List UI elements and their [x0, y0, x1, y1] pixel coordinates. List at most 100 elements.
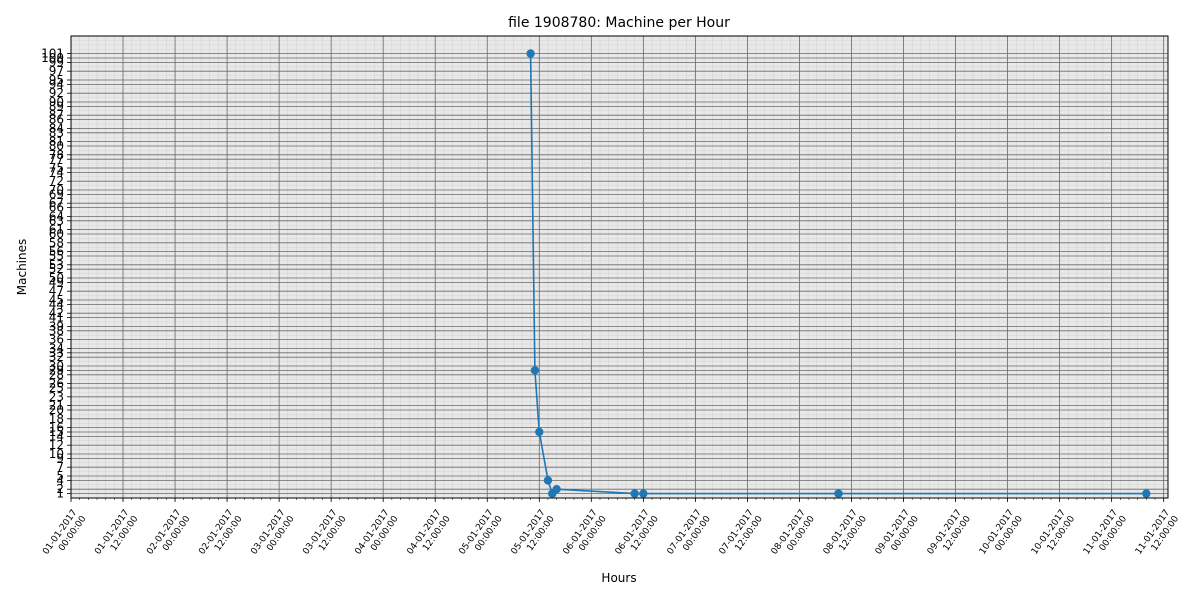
x-tick-label: 08-01-201712:00:00 — [822, 508, 869, 563]
y-tick-label: 10 — [49, 447, 64, 461]
y-tick-label: 42 — [49, 306, 64, 320]
data-point — [639, 489, 648, 498]
y-tick-label: 75 — [49, 161, 64, 175]
x-tick-label: 09-01-201700:00:00 — [874, 508, 921, 563]
y-tick-label: 72 — [49, 174, 64, 188]
y-tick-label: 28 — [49, 368, 64, 382]
x-axis-label: Hours — [601, 571, 636, 585]
y-tick-label: 4 — [56, 473, 64, 487]
x-tick-label: 11-01-201712:00:00 — [1134, 508, 1181, 563]
y-tick-label: 18 — [49, 412, 64, 426]
y-tick-label: 83 — [49, 126, 64, 140]
y-tick-label: 95 — [49, 73, 64, 87]
x-tick-label: 03-01-201712:00:00 — [301, 508, 348, 563]
y-tick-label: 100 — [41, 51, 64, 65]
x-tick-label: 02-01-201700:00:00 — [145, 508, 192, 563]
y-tick-label: 101 — [41, 47, 64, 61]
y-tick-label: 26 — [49, 377, 64, 391]
y-tick-label: 16 — [49, 421, 64, 435]
plot-area — [71, 36, 1168, 498]
y-tick-label: 84 — [49, 121, 64, 135]
data-point — [552, 485, 561, 494]
data-point — [526, 49, 535, 58]
data-point — [834, 489, 843, 498]
y-tick-label: 90 — [49, 95, 64, 109]
x-tick-label: 01-01-201712:00:00 — [93, 508, 140, 563]
y-tick-label: 55 — [49, 249, 64, 263]
y-tick-label: 66 — [49, 201, 64, 215]
x-tick-label: 02-01-201712:00:00 — [197, 508, 244, 563]
x-tick-label: 11-01-201700:00:00 — [1082, 508, 1129, 563]
grid — [70, 35, 1168, 499]
y-tick-label: 80 — [49, 139, 64, 153]
y-tick-label: 99 — [49, 55, 64, 69]
y-tick-label: 34 — [49, 341, 64, 355]
y-tick-label: 2 — [56, 482, 64, 496]
y-tick-label: 21 — [49, 399, 64, 413]
y-tick-label: 7 — [56, 460, 64, 474]
y-tick-label: 87 — [49, 108, 64, 122]
x-tick-label: 05-01-201712:00:00 — [510, 508, 557, 563]
y-tick-label: 30 — [49, 359, 64, 373]
y-tick-label: 97 — [49, 64, 64, 78]
data-point — [630, 489, 639, 498]
y-tick-label: 12 — [49, 438, 64, 452]
x-tick-label: 03-01-201700:00:00 — [249, 508, 296, 563]
y-tick-label: 50 — [49, 271, 64, 285]
y-tick-label: 47 — [49, 284, 64, 298]
data-point — [1142, 489, 1151, 498]
y-tick-label: 15 — [49, 425, 64, 439]
y-tick-label: 29 — [49, 363, 64, 377]
y-tick-label: 63 — [49, 214, 64, 228]
y-tick-label: 41 — [49, 311, 64, 325]
y-tick-label: 39 — [49, 319, 64, 333]
y-tick-label: 45 — [49, 293, 64, 307]
y-tick-label: 33 — [49, 346, 64, 360]
y-tick-label: 60 — [49, 227, 64, 241]
y-tick-label: 23 — [49, 390, 64, 404]
data-point — [535, 427, 544, 437]
x-tick-label: 10-01-201700:00:00 — [978, 508, 1025, 563]
y-tick-label: 36 — [49, 333, 64, 347]
y-tick-label: 56 — [49, 245, 64, 259]
y-tick-label: 49 — [49, 275, 64, 289]
y-tick-label: 77 — [49, 152, 64, 166]
y-tick-label: 32 — [49, 350, 64, 364]
plot-frame — [70, 35, 1169, 499]
y-tick-label: 70 — [49, 183, 64, 197]
y-tick-label: 52 — [49, 262, 64, 276]
x-tick-label: 07-01-201700:00:00 — [666, 508, 713, 563]
y-tick-label: 67 — [49, 196, 64, 210]
y-tick-label: 25 — [49, 381, 64, 395]
data-point — [543, 476, 553, 485]
y-tick-label: 61 — [49, 223, 64, 237]
y-tick-label: 5 — [56, 469, 64, 483]
chart-title: file 1908780: Machine per Hour — [508, 15, 730, 31]
y-tick-label: 38 — [49, 324, 64, 338]
y-tick-label: 53 — [49, 258, 64, 272]
y-axis-label: Machines — [15, 239, 29, 295]
y-tick-label: 44 — [49, 297, 64, 311]
y-tick-label: 14 — [49, 429, 64, 443]
x-tick-label: 05-01-201700:00:00 — [458, 508, 505, 563]
y-tick-label: 58 — [49, 236, 64, 250]
x-tick-label: 04-01-201700:00:00 — [353, 508, 400, 563]
y-tick-label: 89 — [49, 99, 64, 113]
y-tick-label: 69 — [49, 187, 64, 201]
x-tick-label: 07-01-201712:00:00 — [718, 508, 765, 563]
x-tick-label: 06-01-201700:00:00 — [562, 508, 609, 563]
y-tick-label: 94 — [49, 77, 64, 91]
y-tick-label: 92 — [49, 86, 64, 100]
x-tick-label: 04-01-201712:00:00 — [405, 508, 452, 563]
x-tick-label: 10-01-201712:00:00 — [1030, 508, 1077, 563]
y-tick-label: 78 — [49, 148, 64, 162]
y-axis: 1245791012141516182021232526282930323334… — [41, 47, 71, 501]
x-tick-label: 09-01-201712:00:00 — [926, 508, 973, 563]
y-tick-label: 64 — [49, 209, 64, 223]
x-axis: 01-01-201700:00:00 01-01-201712:00:00 02-0… — [41, 498, 1181, 563]
x-tick-label: 06-01-201712:00:00 — [614, 508, 661, 563]
y-tick-label: 86 — [49, 113, 64, 127]
x-tick-label: 01-01-201700:00:00 — [41, 508, 88, 563]
series-layer — [526, 49, 1151, 498]
